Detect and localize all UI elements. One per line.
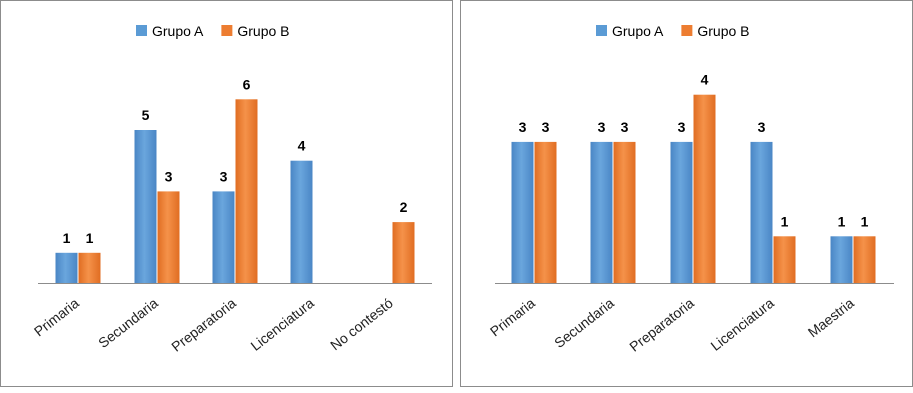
bar-grupo-a-2 bbox=[670, 141, 693, 284]
bar-grupo-b-0 bbox=[78, 252, 101, 284]
data-label-grupo-b-0: 3 bbox=[542, 119, 550, 135]
bar-grupo-b-0 bbox=[534, 141, 557, 284]
data-label-grupo-a-1: 3 bbox=[598, 119, 606, 135]
data-label-grupo-a-2: 3 bbox=[678, 119, 686, 135]
legend-swatch-grupo-a bbox=[136, 25, 147, 36]
legend-label-grupo-a: Grupo A bbox=[612, 23, 664, 39]
data-label-grupo-b-4: 2 bbox=[400, 199, 408, 215]
data-label-grupo-b-4: 1 bbox=[861, 213, 869, 229]
data-label-grupo-a-2: 3 bbox=[220, 168, 228, 184]
legend-label-grupo-b: Grupo B bbox=[697, 23, 749, 39]
data-label-grupo-b-3: 1 bbox=[781, 213, 789, 229]
bar-grupo-b-2 bbox=[235, 99, 258, 284]
bar-grupo-a-4 bbox=[830, 236, 853, 284]
bar-grupo-a-0 bbox=[55, 252, 78, 284]
legend-label-grupo-b: Grupo B bbox=[237, 23, 289, 39]
bar-grupo-b-3 bbox=[773, 236, 796, 284]
legend-swatch-grupo-a bbox=[596, 25, 607, 36]
data-label-grupo-a-1: 5 bbox=[142, 107, 150, 123]
data-label-grupo-a-0: 3 bbox=[519, 119, 527, 135]
bar-grupo-b-4 bbox=[392, 222, 415, 284]
data-label-grupo-b-1: 3 bbox=[165, 168, 173, 184]
data-label-grupo-b-2: 4 bbox=[701, 72, 709, 88]
bar-grupo-a-1 bbox=[590, 141, 613, 284]
bar-grupo-b-2 bbox=[693, 94, 716, 284]
bar-grupo-a-3 bbox=[750, 141, 773, 284]
legend-swatch-grupo-b bbox=[221, 25, 233, 36]
data-label-grupo-a-0: 1 bbox=[63, 230, 71, 246]
bar-grupo-b-1 bbox=[613, 141, 636, 284]
bar-grupo-a-3 bbox=[290, 160, 313, 284]
data-label-grupo-b-0: 1 bbox=[86, 230, 94, 246]
legend-label-grupo-a: Grupo A bbox=[152, 23, 204, 39]
bar-grupo-b-4 bbox=[853, 236, 876, 284]
data-label-grupo-a-4: 1 bbox=[838, 213, 846, 229]
data-label-grupo-b-1: 3 bbox=[621, 119, 629, 135]
bar-grupo-a-2 bbox=[212, 191, 235, 284]
bar-grupo-b-1 bbox=[157, 191, 180, 284]
data-label-grupo-b-2: 6 bbox=[243, 76, 251, 92]
data-label-grupo-a-3: 3 bbox=[758, 119, 766, 135]
bar-grupo-a-1 bbox=[134, 130, 157, 284]
legend-swatch-grupo-b bbox=[681, 25, 693, 36]
chart-2-legend: Grupo A Grupo B bbox=[596, 23, 750, 39]
bar-grupo-a-0 bbox=[511, 141, 534, 284]
data-label-grupo-a-3: 4 bbox=[298, 138, 306, 154]
chart-1-legend: Grupo A Grupo B bbox=[136, 23, 290, 39]
